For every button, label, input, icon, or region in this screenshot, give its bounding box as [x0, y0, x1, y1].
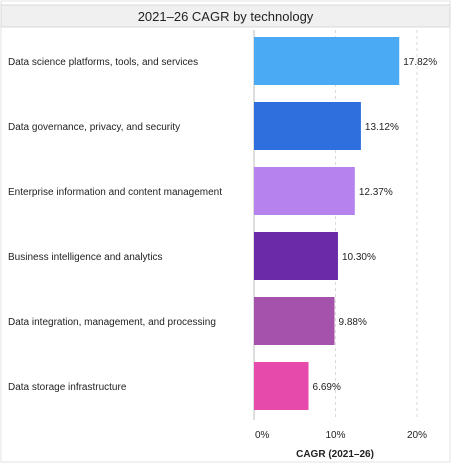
x-tick-label: 10% [325, 430, 345, 441]
x-axis-title: CAGR (2021–26) [296, 449, 374, 460]
category-label: Data integration, management, and proces… [8, 317, 216, 328]
x-tick-label: 0% [255, 430, 270, 441]
title-bar [0, 4, 451, 28]
bar [254, 297, 335, 345]
category-labels: Data science platforms, tools, and servi… [8, 57, 222, 393]
category-label: Enterprise information and content manag… [8, 187, 222, 198]
grid-lines [253, 30, 418, 420]
bars [254, 37, 400, 410]
category-label: Data storage infrastructure [8, 382, 127, 393]
category-label: Data science platforms, tools, and servi… [8, 57, 198, 68]
chart-title: 2021–26 CAGR by technology [138, 9, 314, 24]
x-tick-labels: 0% 10% 20% [255, 430, 427, 441]
value-label: 6.69% [313, 382, 341, 393]
bar [254, 102, 361, 150]
value-label: 9.88% [339, 317, 367, 328]
bar [254, 37, 400, 85]
value-label: 12.37% [359, 187, 393, 198]
bar [254, 362, 309, 410]
bar [254, 232, 338, 280]
category-label: Data governance, privacy, and security [8, 122, 180, 133]
value-labels: 17.82% 13.12% 12.37% 10.30% 9.88% 6.69% [313, 57, 438, 393]
category-label: Business intelligence and analytics [8, 252, 163, 263]
value-label: 10.30% [342, 252, 376, 263]
bar [254, 167, 355, 215]
x-tick-label: 20% [407, 430, 427, 441]
value-label: 17.82% [403, 57, 437, 68]
value-label: 13.12% [365, 122, 399, 133]
